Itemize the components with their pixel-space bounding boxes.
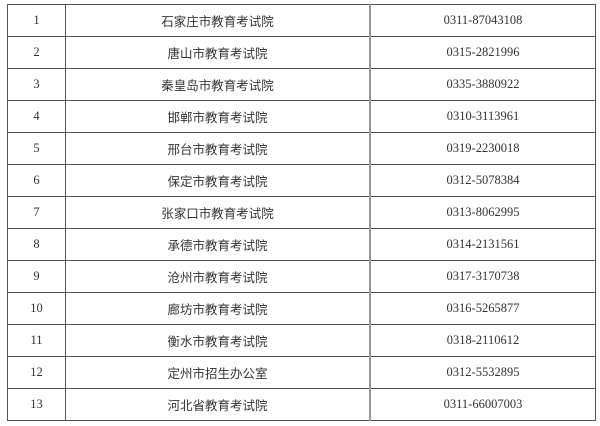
phone-number: 0311-87043108 bbox=[369, 4, 596, 37]
institution-name: 张家口市教育考试院 bbox=[65, 196, 371, 229]
table-row: 7 张家口市教育考试院 0313-8062995 bbox=[7, 196, 596, 229]
phone-number: 0316-5265877 bbox=[369, 292, 596, 325]
phone-number: 0312-5078384 bbox=[369, 164, 596, 197]
phone-number: 0335-3880922 bbox=[369, 68, 596, 101]
table-row: 12 定州市招生办公室 0312-5532895 bbox=[7, 356, 596, 389]
row-number: 8 bbox=[7, 228, 66, 261]
row-number: 7 bbox=[7, 196, 66, 229]
phone-number: 0312-5532895 bbox=[369, 356, 596, 389]
row-number: 3 bbox=[7, 68, 66, 101]
row-number: 6 bbox=[7, 164, 66, 197]
institution-name: 石家庄市教育考试院 bbox=[65, 4, 371, 37]
institution-name: 秦皇岛市教育考试院 bbox=[65, 68, 371, 101]
row-number: 10 bbox=[7, 292, 66, 325]
institution-name: 邯郸市教育考试院 bbox=[65, 100, 371, 133]
table-row: 9 沧州市教育考试院 0317-3170738 bbox=[7, 260, 596, 293]
phone-number: 0314-2131561 bbox=[369, 228, 596, 261]
row-number: 9 bbox=[7, 260, 66, 293]
table-row: 1 石家庄市教育考试院 0311-87043108 bbox=[7, 4, 596, 37]
institution-name: 廊坊市教育考试院 bbox=[65, 292, 371, 325]
phone-number: 0311-66007003 bbox=[369, 388, 596, 421]
phone-number: 0310-3113961 bbox=[369, 100, 596, 133]
institution-name: 邢台市教育考试院 bbox=[65, 132, 371, 165]
phone-number: 0317-3170738 bbox=[369, 260, 596, 293]
table-row: 5 邢台市教育考试院 0319-2230018 bbox=[7, 132, 596, 165]
institution-name: 衡水市教育考试院 bbox=[65, 324, 371, 357]
institution-name: 承德市教育考试院 bbox=[65, 228, 371, 261]
table-row: 4 邯郸市教育考试院 0310-3113961 bbox=[7, 100, 596, 133]
phone-number: 0313-8062995 bbox=[369, 196, 596, 229]
table-row: 11 衡水市教育考试院 0318-2110612 bbox=[7, 324, 596, 357]
table-row: 13 河北省教育考试院 0311-66007003 bbox=[7, 388, 596, 421]
phone-number: 0318-2110612 bbox=[369, 324, 596, 357]
table-row: 2 唐山市教育考试院 0315-2821996 bbox=[7, 36, 596, 69]
institution-name: 保定市教育考试院 bbox=[65, 164, 371, 197]
table-row: 10 廊坊市教育考试院 0316-5265877 bbox=[7, 292, 596, 325]
row-number: 11 bbox=[7, 324, 66, 357]
institution-name: 河北省教育考试院 bbox=[65, 388, 371, 421]
institution-name: 沧州市教育考试院 bbox=[65, 260, 371, 293]
table-row: 6 保定市教育考试院 0312-5078384 bbox=[7, 164, 596, 197]
institution-name: 定州市招生办公室 bbox=[65, 356, 371, 389]
row-number: 5 bbox=[7, 132, 66, 165]
table-row: 8 承德市教育考试院 0314-2131561 bbox=[7, 228, 596, 261]
phone-number: 0315-2821996 bbox=[369, 36, 596, 69]
row-number: 4 bbox=[7, 100, 66, 133]
contact-table: 1 石家庄市教育考试院 0311-87043108 2 唐山市教育考试院 0315-282… bbox=[7, 4, 596, 421]
row-number: 12 bbox=[7, 356, 66, 389]
row-number: 1 bbox=[7, 4, 66, 37]
table-row: 3 秦皇岛市教育考试院 0335-3880922 bbox=[7, 68, 596, 101]
row-number: 2 bbox=[7, 36, 66, 69]
phone-number: 0319-2230018 bbox=[369, 132, 596, 165]
row-number: 13 bbox=[7, 388, 66, 421]
institution-name: 唐山市教育考试院 bbox=[65, 36, 371, 69]
